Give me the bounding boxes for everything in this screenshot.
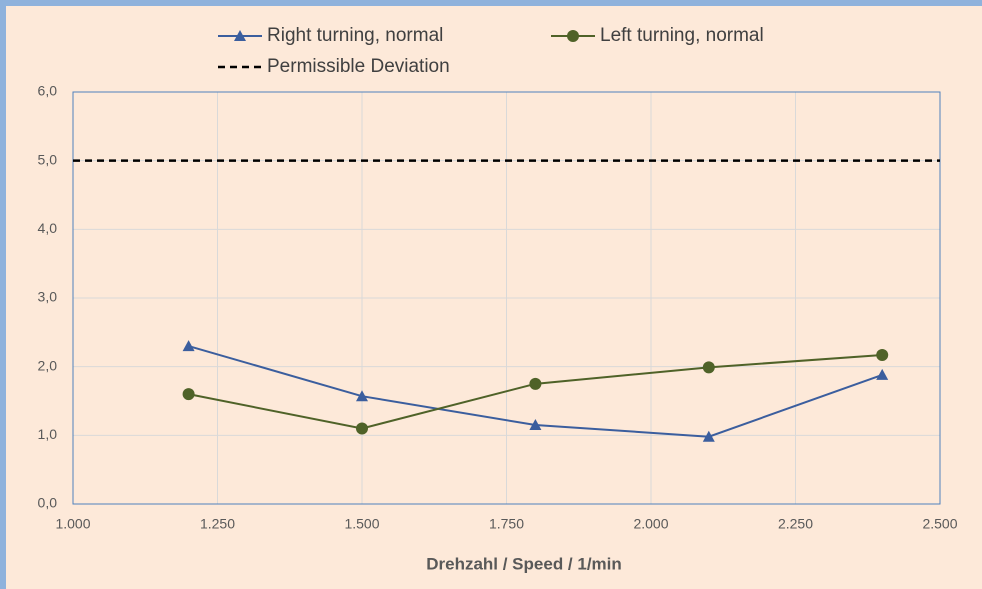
legend-label: Left turning, normal <box>600 25 764 46</box>
x-tick-label: 1.750 <box>489 516 524 532</box>
y-tick-label: 5,0 <box>38 151 58 167</box>
x-tick-label: 2.500 <box>922 516 957 532</box>
data-point <box>876 368 889 380</box>
legend-label: Permissible Deviation <box>267 56 450 77</box>
y-tick-label: 2,0 <box>38 357 58 373</box>
x-axis-title: Drehzahl / Speed / 1/min <box>426 554 622 573</box>
data-point <box>182 340 195 352</box>
data-point <box>529 419 542 431</box>
legend-marker <box>234 30 246 41</box>
legend-marker <box>567 30 579 42</box>
data-point <box>356 422 368 435</box>
y-tick-label: 0,0 <box>38 495 58 511</box>
y-tick-label: 3,0 <box>38 289 58 305</box>
data-point <box>702 361 715 374</box>
legend-label: Right turning, normal <box>267 25 443 46</box>
x-tick-label: 1.500 <box>344 516 379 532</box>
data-point <box>529 377 542 390</box>
x-tick-label: 1.250 <box>200 516 235 532</box>
x-tick-label: 2.000 <box>633 516 668 532</box>
y-tick-label: 1,0 <box>38 426 58 442</box>
data-point <box>182 388 195 401</box>
x-tick-label: 1.000 <box>55 516 90 532</box>
data-point <box>356 390 368 402</box>
y-tick-label: 6,0 <box>38 83 58 99</box>
data-point <box>702 430 715 442</box>
y-tick-label: 4,0 <box>38 220 58 236</box>
x-tick-label: 2.250 <box>778 516 813 532</box>
data-point <box>876 348 889 361</box>
plot-border <box>72 91 941 505</box>
